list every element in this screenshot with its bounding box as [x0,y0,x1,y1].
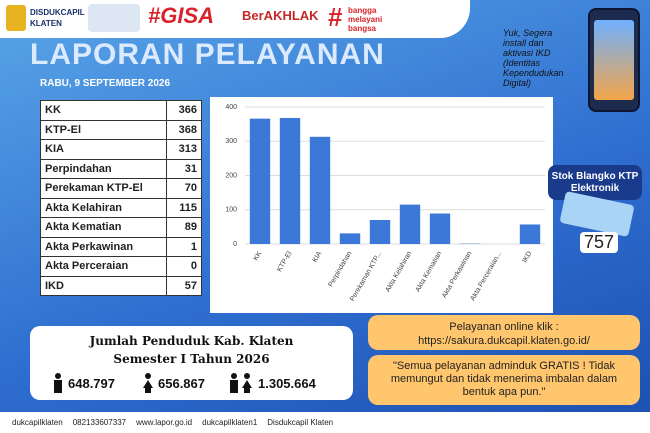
row-value: 31 [166,158,202,179]
org: DISDUKCAPIL KLATEN [30,7,85,29]
table-row: Akta Kematian 89 [40,217,202,238]
bangga: bangga melayani bangsa [348,6,382,33]
row-value: 0 [166,256,202,277]
x-tick-label: KK [253,250,264,262]
twitter[interactable]: dukcapilklaten1 [202,418,258,427]
phone-screen [594,20,634,100]
x-tick-label: KTP-El [276,250,293,273]
gisa: #GISA [148,3,215,28]
stock-value: 757 [580,232,619,253]
bar [399,204,421,244]
row-value: 70 [166,178,202,199]
y-tick-label: 400 [225,104,237,111]
row-label: KIA [40,139,167,160]
table-row: Akta Kelahiran 115 [40,197,202,218]
bangga-2: melayani [348,15,383,24]
table-row: KTP-El 368 [40,119,202,140]
row-label: KTP-El [40,119,167,140]
x-tick-label: Perpindahan [327,250,353,288]
table-row: Perekaman KTP-El 70 [40,178,202,199]
population-subtitle: Semester I Tahun 2026 [113,352,270,366]
male-icon [54,373,62,393]
bar [249,118,271,244]
online-label: Pelayanan online klik : [449,321,559,333]
x-tick-label: Perekaman KTP... [349,250,383,302]
quote: "Semua pelayanan adminduk GRATIS ! Tidak… [368,355,640,405]
online-url[interactable]: https://sakura.dukcapil.klaten.go.id/ [418,335,590,347]
row-value: 89 [166,217,202,238]
chart: 0 100 200 300 400 KK KTP-El KIA PerpindahanPerek… [225,104,545,303]
bangga-1: bangga [348,6,377,15]
bar [279,117,301,244]
male-count: 648.797 [68,376,115,391]
lapor[interactable]: www.lapor.go.id [136,418,193,427]
berakhlak: BerAKHLAK [242,8,319,23]
bar [339,233,361,244]
row-label: Akta Kematian [40,217,167,238]
hash: # [328,2,343,32]
org-name: DISDUKCAPIL [30,8,85,17]
phone [588,8,640,112]
stock-title: Stok Blangko KTP Elektronik [548,165,642,200]
row-value: 366 [166,100,202,121]
total-icon [230,373,252,393]
instagram[interactable]: dukcapilklaten [12,418,63,427]
row-value: 313 [166,139,202,160]
female-icon [143,373,153,393]
row-label: Perpindahan [40,158,167,179]
table-row: KK 366 [40,100,202,121]
logo [6,5,26,31]
row-value: 1 [166,236,202,257]
online-box: Pelayanan online klik : https://sakura.d… [368,315,640,350]
bar [369,220,391,244]
y-tick-label: 200 [225,172,237,179]
row-label: Perekaman KTP-El [40,178,167,199]
population-title: Jumlah Penduduk Kab. Klaten [89,334,294,348]
total-count: 1.305.664 [258,376,316,391]
bar [519,224,541,244]
x-tick-label: Akta Kematian [415,250,444,293]
whatsapp[interactable]: 082133607337 [72,418,127,427]
chart-panel: 0 100 200 300 400 KK KTP-El KIA Perpindahan Perek… [210,97,553,313]
table-row: Perpindahan 31 [40,158,202,179]
footer: dukcapilklaten 082133607337 www.lapor.go… [0,412,650,433]
y-tick-label: 100 [225,207,237,214]
header-bar: DISDUKCAPIL KLATEN #GISA BerAKHLAK # bang… [0,0,470,38]
x-tick-label: Akta Perkawinan [441,250,473,299]
row-label: Akta Perkawinan [40,236,167,257]
bar [429,213,451,244]
table-row: Akta Perceraian 0 [40,256,202,277]
row-value: 115 [166,197,202,218]
x-tick-label: KIA [312,250,324,264]
ikd-promo: Yuk, Segera install dan aktivasi IKD (Id… [503,28,564,88]
population-box: Jumlah Penduduk Kab. Klaten Semester I T… [30,326,353,400]
x-tick-label: Akta Perceraian... [469,250,503,302]
bangga-3: bangsa [348,24,377,33]
ikd-banner [88,4,140,32]
x-tick-label: Akta Kelahiran [385,250,414,293]
table-row: IKD 57 [40,275,202,296]
title: LAPORAN PELAYANAN [30,38,385,71]
female-count: 656.867 [158,376,205,391]
row-value: 368 [166,119,202,140]
date: RABU, 9 SEPTEMBER 2026 [40,78,171,89]
youtube[interactable]: Disdukcapil Klaten [267,418,334,427]
table-row: KIA 313 [40,139,202,160]
row-label: Akta Perceraian [40,256,167,277]
org-city: KLATEN [30,19,62,28]
row-label: Akta Kelahiran [40,197,167,218]
bar [309,136,331,244]
row-value: 57 [166,275,202,296]
service-table: KK 366 KTP-El 368 KIA 313 Perpindahan 31 Perekam… [40,100,202,296]
row-label: IKD [40,275,167,296]
row-label: KK [40,100,167,121]
y-tick-label: 0 [233,241,237,248]
x-tick-label: IKD [521,250,533,264]
table-row: Akta Perkawinan 1 [40,236,202,257]
y-tick-label: 300 [225,138,237,145]
